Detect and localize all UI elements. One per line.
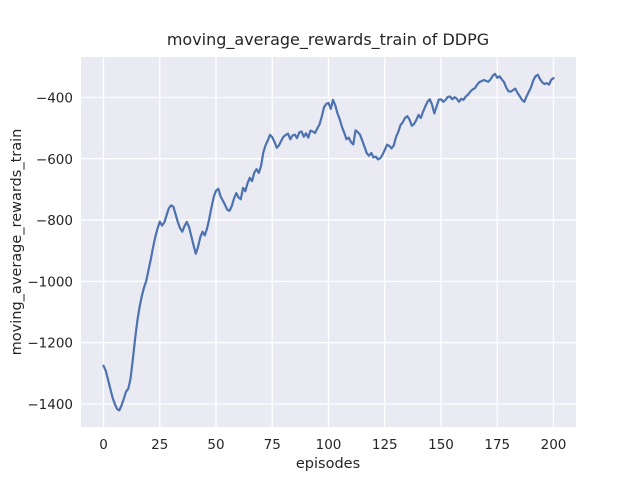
x-tick-label: 25 (151, 437, 168, 453)
gridlines (81, 57, 576, 427)
y-tick-labels: −400 −600 −800 −1000 −1200 −1400 (27, 90, 73, 413)
data-line (102, 72, 555, 412)
x-tick-label: 175 (484, 437, 510, 453)
x-tick-labels: 0 25 50 75 100 125 150 175 200 (99, 437, 566, 453)
chart-title: moving_average_rewards_train of DDPG (167, 30, 489, 50)
x-axis-label: episodes (296, 456, 360, 472)
x-tick-label: 75 (264, 437, 281, 453)
y-axis-label: moving_average_rewards_train (9, 129, 25, 356)
y-tick-label: −800 (36, 213, 73, 229)
x-tick-label: 50 (207, 437, 224, 453)
x-tick-label: 200 (541, 437, 567, 453)
y-tick-label: −400 (36, 90, 73, 106)
x-tick-label: 100 (316, 437, 342, 453)
x-tick-label: 125 (372, 437, 398, 453)
y-tick-label: −600 (36, 152, 73, 168)
x-tick-label: 0 (99, 437, 108, 453)
y-tick-label: −1200 (27, 336, 73, 352)
y-tick-label: −1400 (27, 397, 73, 413)
y-tick-label: −1000 (27, 274, 73, 290)
x-tick-label: 150 (428, 437, 454, 453)
